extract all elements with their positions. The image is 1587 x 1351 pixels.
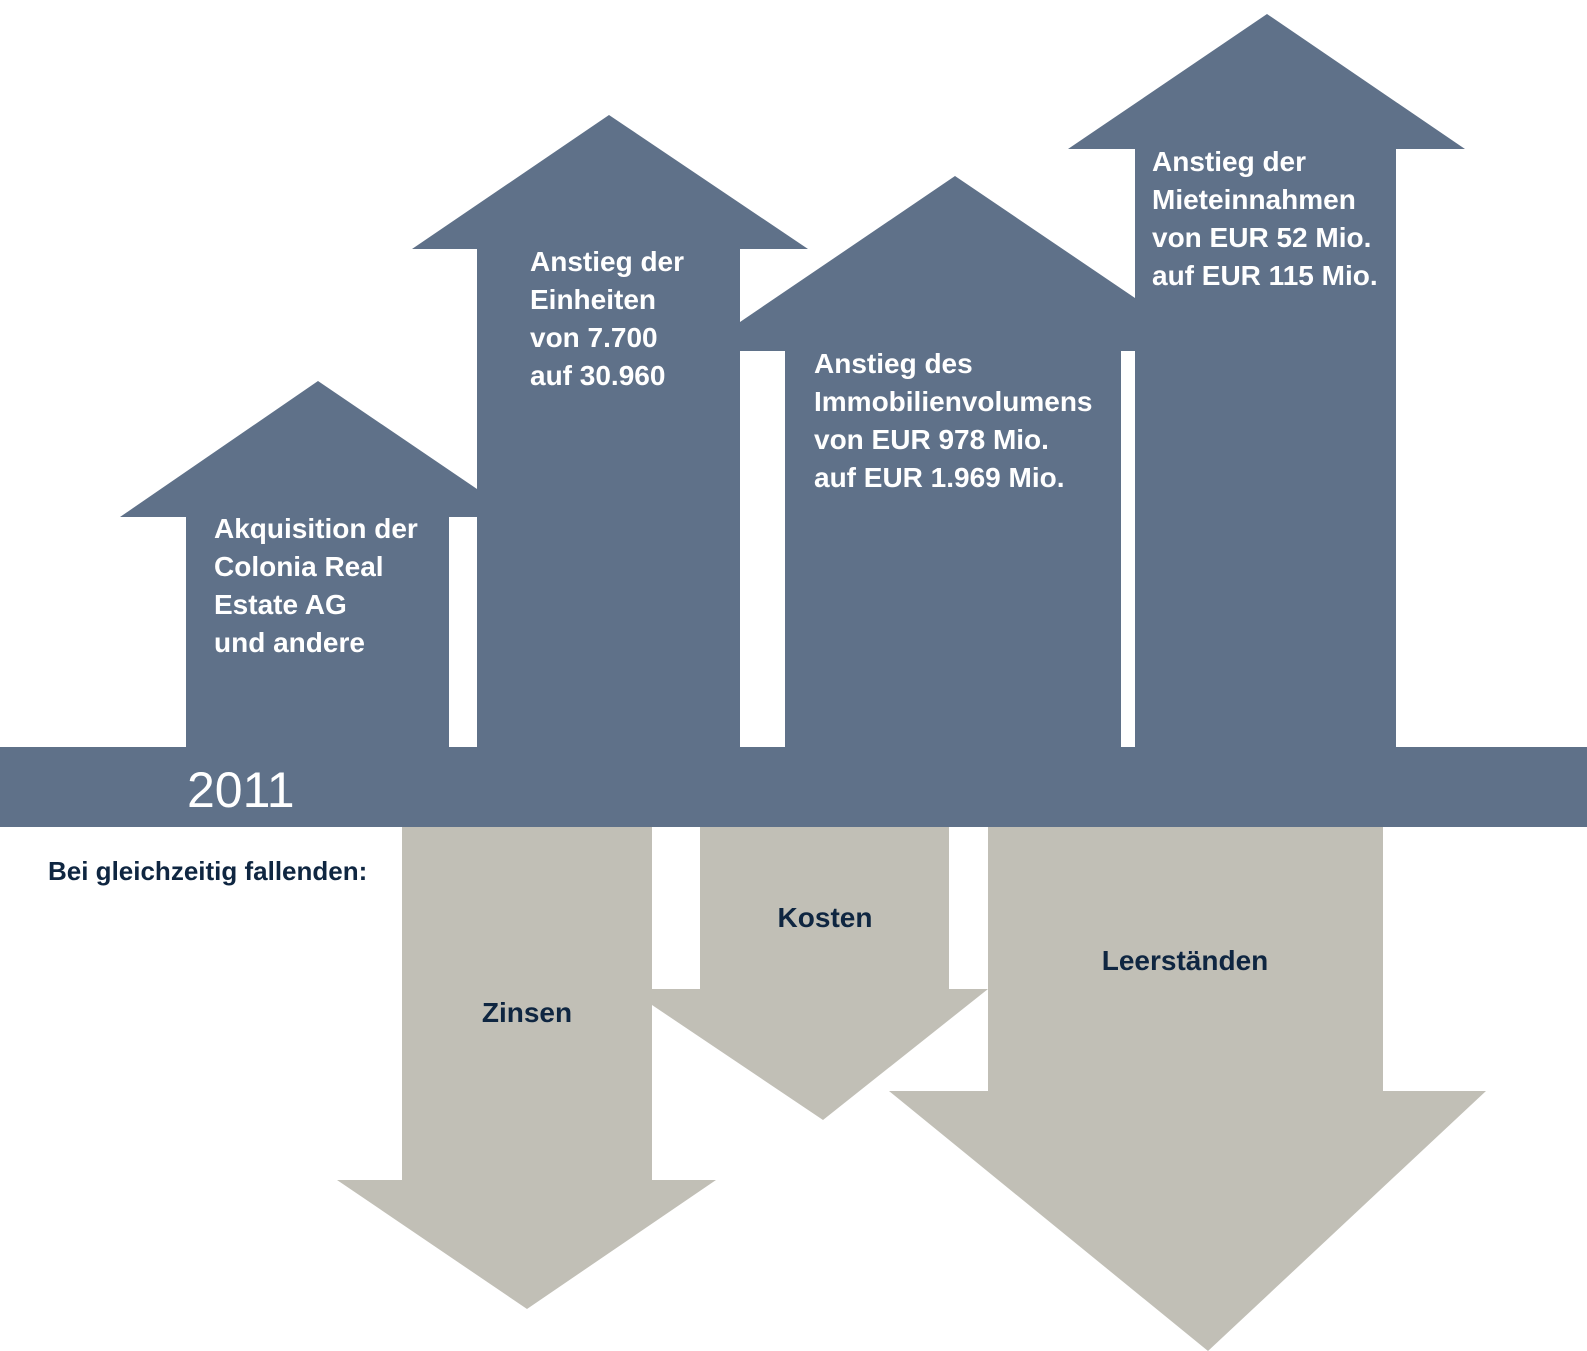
timeline-year: 2011 <box>187 762 295 818</box>
up-arrow-akquisition-text: Akquisition der Colonia Real Estate AG u… <box>214 513 426 658</box>
up-arrow-mieteinnahmen-line: von EUR 52 Mio. <box>1152 222 1371 253</box>
up-arrow-akquisition <box>120 381 477 747</box>
up-arrow-akquisition-line: Akquisition der <box>214 513 418 544</box>
down-section-label: Bei gleichzeitig fallenden: <box>48 856 367 886</box>
down-arrow-zinsen <box>337 825 716 1309</box>
up-arrow-immobilienvolumen <box>740 176 1135 747</box>
up-arrow-einheiten-text: Anstieg der Einheiten von 7.700 auf 30.9… <box>530 246 692 391</box>
up-arrow-einheiten-line: auf 30.960 <box>530 360 665 391</box>
up-arrow-mieteinnahmen <box>1068 14 1465 747</box>
down-arrow-kosten-label: Kosten <box>778 902 873 933</box>
up-arrow-mieteinnahmen-line: Anstieg der <box>1152 146 1306 177</box>
down-arrow-zinsen-label: Zinsen <box>482 997 572 1028</box>
up-arrow-einheiten-line: Anstieg der <box>530 246 684 277</box>
up-arrow-immobilienvolumen-line: von EUR 978 Mio. <box>814 424 1049 455</box>
down-arrow-kosten <box>652 825 988 1120</box>
up-arrow-mieteinnahmen-line: auf EUR 115 Mio. <box>1152 260 1378 291</box>
up-arrow-mieteinnahmen-line: Mieteinnahmen <box>1152 184 1356 215</box>
up-arrow-immobilienvolumen-line: Immobilienvolumens <box>814 386 1093 417</box>
up-arrow-akquisition-line: Estate AG <box>214 589 347 620</box>
up-arrow-immobilienvolumen-text: Anstieg des Immobilienvolumens von EUR 9… <box>814 348 1100 493</box>
down-arrow-leerstaenden <box>889 825 1486 1351</box>
timeline-band <box>0 747 1587 827</box>
down-arrow-leerstaenden-label: Leerständen <box>1102 945 1269 976</box>
up-arrow-einheiten <box>412 115 808 747</box>
up-arrow-immobilienvolumen-line: Anstieg des <box>814 348 973 379</box>
up-arrow-akquisition-line: Colonia Real <box>214 551 384 582</box>
up-arrow-mieteinnahmen-text: Anstieg der Mieteinnahmen von EUR 52 Mio… <box>1152 146 1379 291</box>
up-arrow-einheiten-line: von 7.700 <box>530 322 658 353</box>
up-arrow-akquisition-line: und andere <box>214 627 365 658</box>
up-arrow-einheiten-line: Einheiten <box>530 284 656 315</box>
up-arrow-immobilienvolumen-line: auf EUR 1.969 Mio. <box>814 462 1065 493</box>
